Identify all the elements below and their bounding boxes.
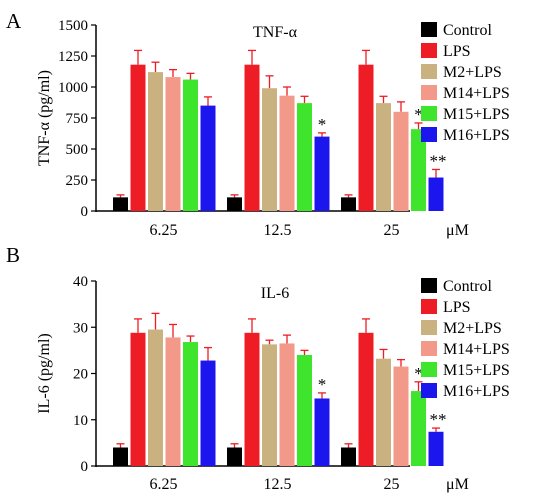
y-tick-label: 500 xyxy=(66,142,89,158)
bar-m15-lps xyxy=(411,391,426,466)
panel-letter: A xyxy=(6,9,22,33)
y-tick-label: 250 xyxy=(66,173,89,189)
y-axis-label: IL-6 (pg/ml) xyxy=(36,333,53,413)
legend-swatch xyxy=(421,278,437,293)
bar-control xyxy=(227,447,242,466)
legend-swatch xyxy=(421,43,437,58)
significance-marker: ** xyxy=(430,151,447,170)
y-tick-label: 30 xyxy=(73,320,88,336)
y-tick-label: 1000 xyxy=(58,80,88,96)
bar-lps xyxy=(244,64,260,212)
bar-m14-lps xyxy=(165,77,181,211)
legend-swatch xyxy=(421,64,437,79)
bar-control xyxy=(227,197,242,211)
bar-m2-lps xyxy=(148,329,163,466)
bar-control xyxy=(113,197,128,211)
bar-m2-lps xyxy=(376,358,391,466)
legend-swatch xyxy=(421,127,437,142)
legend-label: M16+LPS xyxy=(443,127,510,144)
bar-lps xyxy=(244,332,260,466)
panel-letter: B xyxy=(6,243,20,267)
legend-swatch xyxy=(421,320,437,335)
x-tick-label: 12.5 xyxy=(264,476,292,493)
legend-swatch xyxy=(421,106,437,121)
bar-m15-lps xyxy=(297,355,312,466)
y-tick-label: 750 xyxy=(66,111,89,127)
y-axis-label: TNF-α (pg/ml) xyxy=(36,70,53,166)
chart-title: TNF-α xyxy=(253,24,298,41)
bar-m15-lps xyxy=(297,103,312,211)
bar-m16-lps xyxy=(428,431,444,466)
chart-title: IL-6 xyxy=(261,285,289,302)
legend-label: LPS xyxy=(443,299,471,316)
x-tick-label: 25 xyxy=(384,476,400,493)
y-tick-label: 40 xyxy=(73,274,88,290)
bar-control xyxy=(113,447,128,466)
bar-m2-lps xyxy=(262,88,277,211)
legend-swatch xyxy=(421,85,437,100)
legend-label: M15+LPS xyxy=(443,362,510,379)
bar-lps xyxy=(130,332,146,466)
bar-m14-lps xyxy=(165,337,181,466)
legend-label: M2+LPS xyxy=(443,64,502,81)
legend-label: M16+LPS xyxy=(443,383,510,400)
significance-marker: * xyxy=(414,364,423,383)
bar-m14-lps xyxy=(393,366,409,466)
bar-m2-lps xyxy=(376,103,391,211)
y-tick-label: 10 xyxy=(73,413,88,429)
significance-marker: ** xyxy=(430,410,447,429)
y-tick-label: 0 xyxy=(81,204,89,220)
x-tick-label: 12.5 xyxy=(264,222,292,239)
bar-m2-lps xyxy=(262,344,277,466)
bar-m15-lps xyxy=(183,79,198,211)
bar-m15-lps xyxy=(411,129,426,211)
legend-label: M15+LPS xyxy=(443,106,510,123)
bar-m16-lps xyxy=(314,136,330,211)
legend-label: M14+LPS xyxy=(443,341,510,358)
legend-label: Control xyxy=(443,22,492,39)
bar-m16-lps xyxy=(314,398,330,466)
legend-label: LPS xyxy=(443,43,471,60)
significance-marker: * xyxy=(318,115,327,134)
x-tick-label: 6.25 xyxy=(150,222,178,239)
x-tick-label: 25 xyxy=(384,222,400,239)
bar-m15-lps xyxy=(183,342,198,466)
y-tick-label: 1500 xyxy=(58,18,88,34)
bar-m2-lps xyxy=(148,72,163,212)
bar-control xyxy=(341,197,356,211)
legend-label: M14+LPS xyxy=(443,85,510,102)
x-unit-label: μM xyxy=(446,222,469,239)
x-unit-label: μM xyxy=(446,476,469,493)
significance-marker: * xyxy=(318,375,327,394)
bar-m14-lps xyxy=(279,343,295,466)
legend-label: M2+LPS xyxy=(443,320,502,337)
bar-m16-lps xyxy=(200,360,216,466)
y-tick-label: 20 xyxy=(73,367,88,383)
significance-marker: * xyxy=(414,105,423,124)
legend-swatch xyxy=(421,22,437,37)
bar-lps xyxy=(130,64,146,212)
legend-swatch xyxy=(421,383,437,398)
legend-swatch xyxy=(421,341,437,356)
panel-tnf-alpha: A TNF-α TNF-α (pg/ml) 0 250 500 750 1000 1250 150… xyxy=(6,9,510,239)
bar-m14-lps xyxy=(393,111,409,211)
bar-m14-lps xyxy=(279,95,295,211)
y-tick-label: 0 xyxy=(81,459,89,475)
bar-m16-lps xyxy=(428,177,444,211)
bar-control xyxy=(341,447,356,466)
x-tick-label: 6.25 xyxy=(150,476,178,493)
legend-label: Control xyxy=(443,278,492,295)
bar-lps xyxy=(358,64,374,212)
legend-swatch xyxy=(421,362,437,377)
y-tick-label: 1250 xyxy=(58,49,88,65)
bar-lps xyxy=(358,332,374,466)
bar-m16-lps xyxy=(200,105,216,211)
legend-swatch xyxy=(421,299,437,314)
